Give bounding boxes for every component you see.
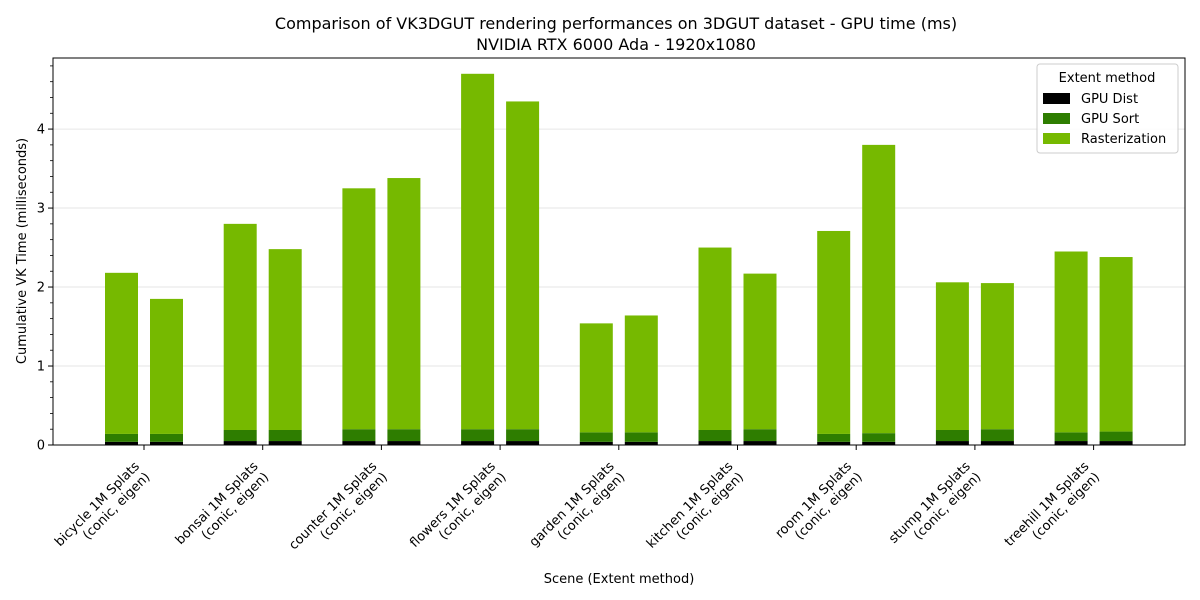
bar-segment bbox=[342, 188, 376, 430]
bar-segment bbox=[862, 441, 896, 445]
bar-segment bbox=[150, 298, 183, 434]
x-tick-label-group: flowers 1M Splats(conic, eigen) bbox=[407, 459, 509, 551]
bar-segment bbox=[624, 315, 658, 433]
y-tick-label: 3 bbox=[37, 202, 45, 217]
bar-segment bbox=[506, 429, 540, 442]
bar-segment bbox=[105, 433, 138, 442]
legend-items: GPU Dist GPU Sort Rasterization bbox=[1043, 92, 1166, 147]
bar-segment bbox=[461, 73, 495, 430]
x-tick-label-group: treehill 1M Splats(conic, eigen) bbox=[1002, 459, 1103, 550]
bar-segment bbox=[817, 433, 851, 442]
x-tick-label: kitchen 1M Splats bbox=[644, 459, 736, 551]
bar-segment bbox=[1054, 441, 1088, 445]
bar-segment bbox=[1099, 431, 1133, 442]
bar-segment bbox=[980, 441, 1014, 445]
bar-segment bbox=[223, 429, 257, 442]
grid-lines bbox=[53, 128, 1185, 367]
bar-segment bbox=[743, 273, 777, 430]
y-axis-label: Cumulative VK Time (milliseconds) bbox=[15, 138, 30, 364]
bar-segment bbox=[342, 429, 376, 442]
legend-swatch bbox=[1043, 113, 1070, 124]
bar-segment bbox=[105, 441, 138, 445]
x-tick-label-group: garden 1M Splats(conic, eigen) bbox=[527, 459, 628, 550]
bar-segment bbox=[698, 441, 732, 445]
chart-subtitle: NVIDIA RTX 6000 Ada - 1920x1080 bbox=[476, 35, 756, 54]
bar-segment bbox=[342, 441, 376, 445]
bars bbox=[105, 73, 1133, 445]
bar-segment bbox=[461, 441, 495, 445]
legend-box bbox=[1036, 63, 1179, 154]
x-tick-label-group: bonsai 1M Splats(conic, eigen) bbox=[173, 459, 272, 548]
x-axis-label: Scene (Extent method) bbox=[544, 572, 695, 587]
bar-segment bbox=[980, 283, 1014, 430]
bar-segment bbox=[743, 441, 777, 445]
bar-segment bbox=[817, 441, 851, 445]
bar-segment bbox=[1099, 441, 1133, 445]
plot-frame bbox=[52, 57, 1186, 446]
bar-segment bbox=[624, 441, 658, 445]
bar-segment bbox=[387, 178, 421, 430]
x-tick-label-group: room 1M Splats(conic, eigen) bbox=[773, 459, 866, 543]
bar-segment bbox=[150, 441, 183, 445]
bar-segment bbox=[862, 144, 896, 434]
legend-label: GPU Sort bbox=[1081, 112, 1139, 127]
bar-segment bbox=[935, 282, 969, 430]
bar-segment bbox=[461, 429, 495, 442]
legend-swatch bbox=[1043, 133, 1070, 144]
bar-segment bbox=[698, 429, 732, 442]
bar-segment bbox=[387, 429, 421, 442]
bar-segment bbox=[579, 441, 613, 445]
x-tick-label-group: counter 1M Splats(conic, eigen) bbox=[286, 459, 390, 553]
legend: Extent method GPU Dist GPU Sort Rasterizat… bbox=[1036, 63, 1179, 154]
x-tick-label: counter 1M Splats bbox=[286, 459, 380, 553]
bar-segment bbox=[743, 429, 777, 442]
x-axis: bicycle 1M Splats(conic, eigen) bonsai 1M… bbox=[52, 445, 1103, 553]
bar-segment bbox=[579, 323, 613, 433]
x-tick-label: flowers 1M Splats bbox=[407, 459, 499, 551]
bar-segment bbox=[268, 429, 302, 442]
bar-segment bbox=[150, 433, 183, 442]
x-tick-label-group: stump 1M Splats(conic, eigen) bbox=[886, 459, 984, 547]
bar-segment bbox=[387, 441, 421, 445]
x-tick-label: garden 1M Splats bbox=[527, 459, 618, 550]
y-tick-label: 4 bbox=[37, 123, 45, 138]
legend-label: GPU Dist bbox=[1081, 92, 1138, 107]
bar-segment bbox=[579, 432, 613, 442]
legend-title: Extent method bbox=[1059, 71, 1156, 86]
bar-segment bbox=[223, 441, 257, 445]
bar-segment bbox=[624, 432, 658, 442]
legend-label: Rasterization bbox=[1081, 132, 1166, 147]
bar-segment bbox=[268, 249, 302, 430]
bar-segment bbox=[862, 433, 896, 442]
y-tick-label: 1 bbox=[37, 360, 45, 375]
bar-segment bbox=[1054, 432, 1088, 442]
x-tick-label-group: bicycle 1M Splats(conic, eigen) bbox=[52, 459, 153, 550]
bar-segment bbox=[1099, 257, 1133, 432]
y-tick-label: 2 bbox=[37, 281, 45, 296]
bar-segment bbox=[268, 441, 302, 445]
bar-segment bbox=[935, 429, 969, 442]
bar-segment bbox=[935, 441, 969, 445]
bar-segment bbox=[506, 441, 540, 445]
bar-segment bbox=[1054, 251, 1088, 433]
bar-segment bbox=[105, 272, 138, 434]
bar-segment bbox=[506, 101, 540, 430]
x-tick-label-group: kitchen 1M Splats(conic, eigen) bbox=[644, 459, 747, 551]
chart-title: Comparison of VK3DGUT rendering performa… bbox=[275, 14, 957, 33]
bar-segment bbox=[698, 247, 732, 430]
bar-segment bbox=[980, 429, 1014, 442]
y-tick-label: 0 bbox=[37, 439, 45, 454]
legend-swatch bbox=[1043, 93, 1070, 104]
y-axis: 0 1 2 3 4 bbox=[37, 65, 53, 454]
bar-segment bbox=[223, 223, 257, 430]
bar-segment bbox=[817, 230, 851, 434]
